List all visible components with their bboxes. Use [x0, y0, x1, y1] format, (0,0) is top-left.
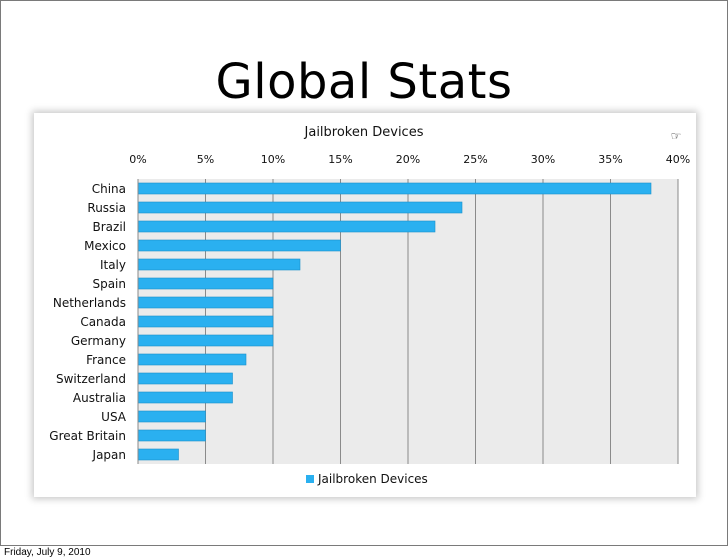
bar	[137, 296, 274, 309]
chart-card: Jailbroken Devices ☞ 0% 5% 10% 15% 20% 25% 30% 35…	[34, 113, 696, 497]
bar	[137, 258, 301, 271]
bar	[137, 429, 206, 442]
bar	[137, 277, 274, 290]
bar	[137, 201, 463, 214]
bar	[137, 410, 206, 423]
x-tick-label: 35%	[598, 153, 622, 166]
x-tick-label: 30%	[531, 153, 555, 166]
category-label: Japan	[92, 448, 126, 462]
x-tick-label: 25%	[463, 153, 487, 166]
footer-date: Friday, July 9, 2010	[4, 547, 91, 558]
category-label: USA	[101, 410, 127, 424]
category-label: Brazil	[93, 220, 127, 234]
chart-title: Jailbroken Devices	[304, 125, 424, 140]
category-label: Switzerland	[56, 372, 126, 386]
x-tick-label: 5%	[197, 153, 214, 166]
x-tick-label: 40%	[666, 153, 690, 166]
x-tick-label: 20%	[396, 153, 420, 166]
bar	[137, 220, 436, 233]
legend-swatch	[306, 475, 314, 483]
category-label: Great Britain	[49, 429, 126, 443]
category-label: Germany	[71, 334, 126, 348]
legend-label: Jailbroken Devices	[317, 472, 428, 486]
category-label: Spain	[92, 277, 126, 291]
bar	[137, 391, 233, 404]
category-label: Italy	[100, 258, 126, 272]
category-label: France	[86, 353, 126, 367]
slide-title: Global Stats	[215, 54, 513, 110]
category-label: China	[92, 182, 126, 196]
bar-chart: Jailbroken Devices ☞ 0% 5% 10% 15% 20% 25% 30% 35…	[49, 125, 690, 486]
bar	[137, 182, 652, 195]
bar	[137, 353, 247, 366]
category-label: Mexico	[84, 239, 126, 253]
x-tick-label: 10%	[261, 153, 285, 166]
category-label: Canada	[80, 315, 126, 329]
category-label: Netherlands	[53, 296, 126, 310]
bar	[137, 372, 233, 385]
bar	[137, 239, 341, 252]
bar	[137, 315, 274, 328]
category-label: Russia	[87, 201, 126, 215]
x-tick-label: 15%	[328, 153, 352, 166]
x-tick-label: 0%	[129, 153, 146, 166]
category-label: Australia	[73, 391, 126, 405]
pointer-hand-icon: ☞	[671, 129, 682, 143]
bar	[137, 334, 274, 347]
bar	[137, 448, 179, 461]
